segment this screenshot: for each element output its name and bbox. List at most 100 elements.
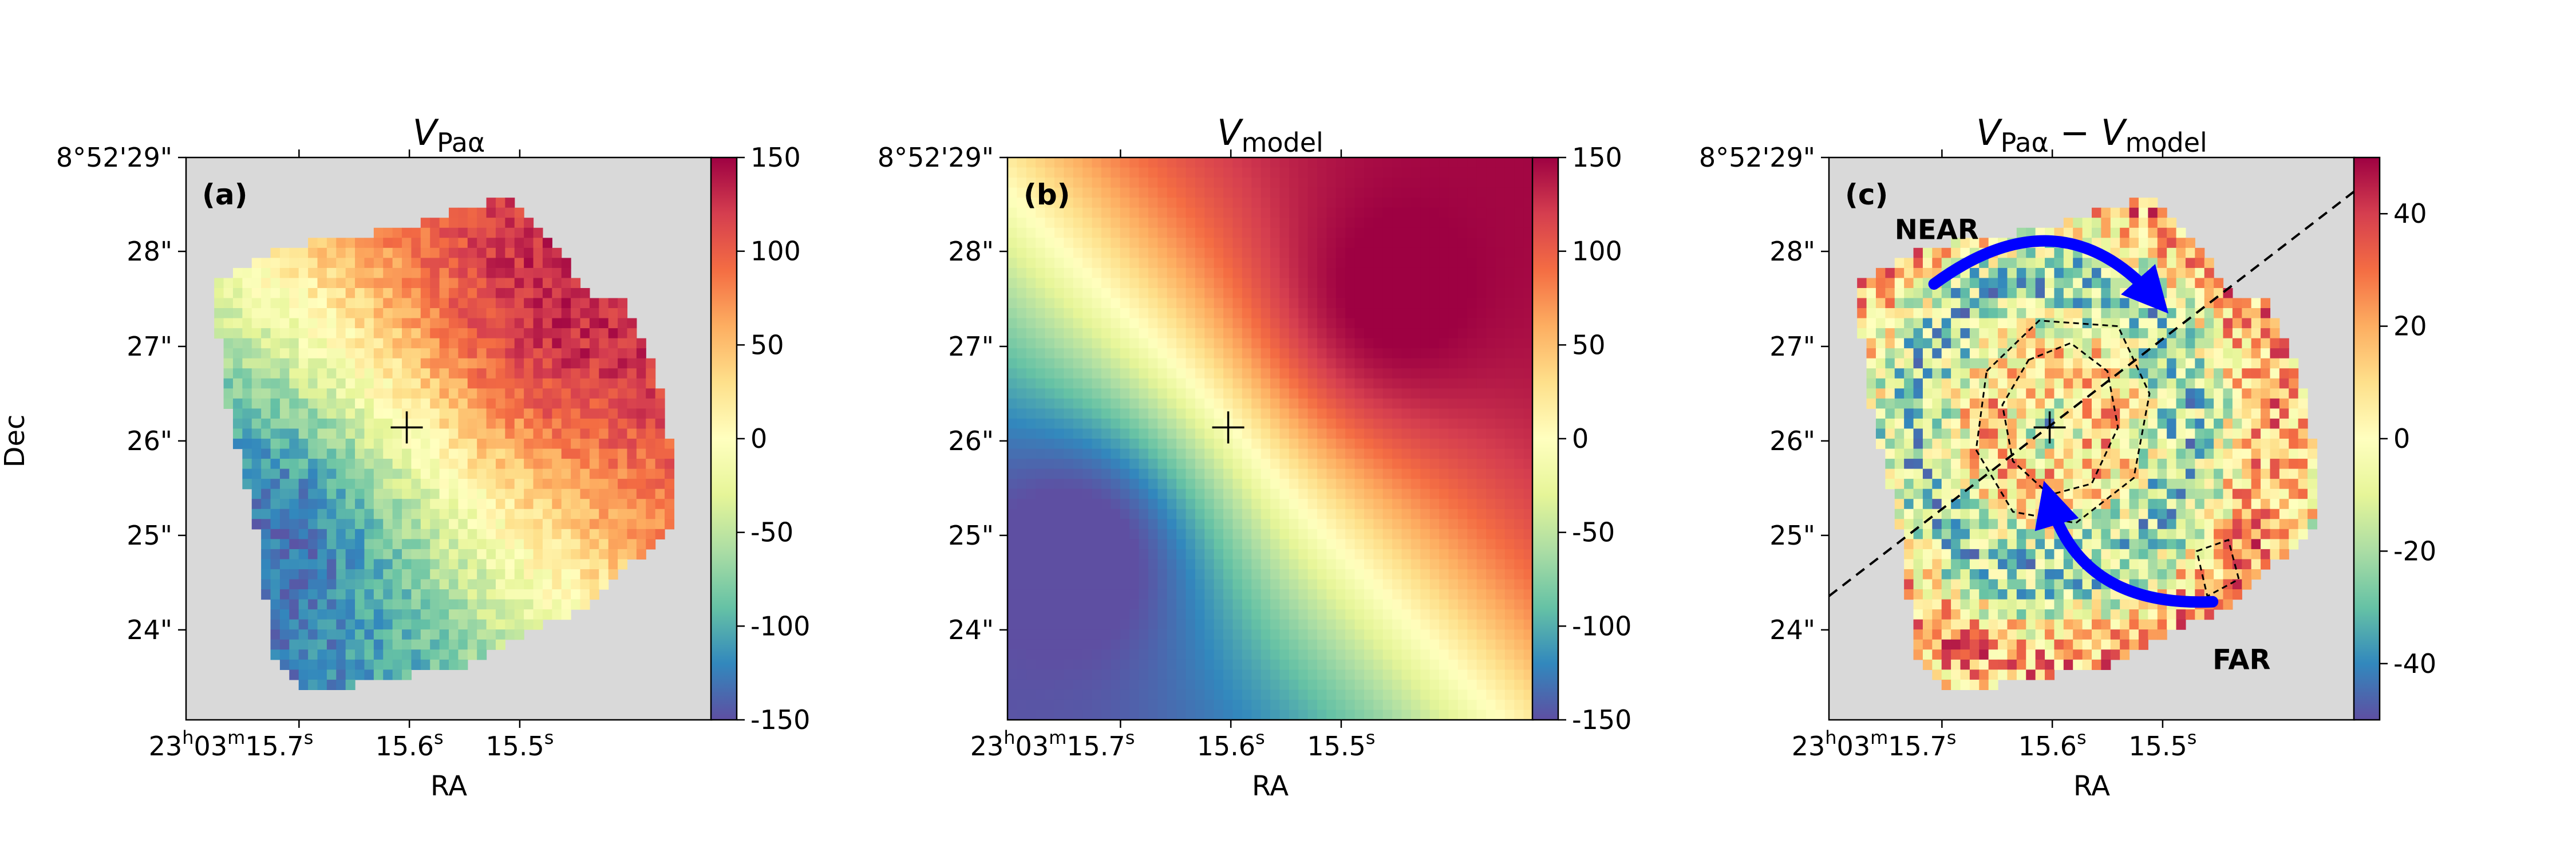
heat-cell [1092, 559, 1102, 570]
heat-cell [430, 258, 440, 269]
heat-cell [336, 649, 346, 660]
heat-cell [1036, 468, 1046, 479]
heat-cell [1457, 609, 1468, 620]
heat-cell [1139, 398, 1149, 409]
heat-cell [458, 298, 468, 309]
heat-cell [1504, 218, 1515, 228]
heat-cell [1176, 267, 1187, 279]
heat-cell [524, 287, 534, 299]
heat-cell [1073, 227, 1083, 238]
heat-cell [636, 348, 646, 359]
heat-cell [1504, 247, 1515, 258]
heat-cell [514, 258, 524, 269]
heat-cell [1420, 238, 1431, 249]
heat-cell [1523, 468, 1534, 479]
heat-cell [467, 509, 477, 519]
heat-cell [514, 499, 524, 510]
heat-cell [1157, 368, 1168, 379]
heat-cell [1242, 579, 1252, 590]
heat-cell [542, 408, 552, 419]
heat-cell [1111, 187, 1121, 198]
heat-cell [345, 358, 355, 369]
heat-cell [1186, 479, 1196, 490]
heat-cell [420, 258, 430, 269]
heat-cell [1486, 589, 1496, 600]
heat-cell [1186, 639, 1196, 650]
heat-cell [1270, 669, 1280, 680]
heat-cell [1157, 669, 1168, 680]
heat-cell [1176, 559, 1187, 570]
heat-cell [1064, 579, 1074, 590]
heat-cell [580, 298, 590, 309]
heat-cell [627, 459, 637, 470]
heat-cell [1326, 388, 1337, 399]
heat-cell [1148, 338, 1158, 349]
heat-cell [486, 428, 496, 439]
heat-cell [449, 519, 459, 530]
heat-cell [439, 448, 449, 459]
heat-cell [1111, 368, 1121, 379]
heat-cell [251, 308, 262, 319]
heat-cell [1157, 258, 1168, 269]
heat-cell [1345, 579, 1356, 590]
heat-cell [261, 569, 271, 580]
heat-cell [458, 388, 468, 399]
heat-cell [279, 649, 290, 660]
heat-cell [1204, 278, 1215, 289]
heat-cell [1476, 298, 1487, 309]
heat-cell [326, 549, 337, 560]
heat-cell [1186, 178, 1196, 188]
heat-cell [1504, 529, 1515, 539]
heat-cell [1270, 398, 1280, 409]
heat-cell [1420, 649, 1431, 660]
heat-cell [561, 519, 571, 530]
heat-cell [449, 418, 459, 430]
heat-cell [1045, 318, 1055, 329]
heat-cell [608, 358, 618, 369]
heat-cell [533, 298, 543, 309]
heat-cell [1279, 428, 1290, 439]
heat-cell [1523, 278, 1534, 289]
heat-cell [373, 308, 384, 319]
heat-cell [1204, 479, 1215, 490]
heat-cell [1148, 579, 1158, 590]
heat-cell [1298, 378, 1309, 389]
heat-cell [608, 328, 618, 339]
heat-cell [1017, 559, 1027, 570]
heat-cell [477, 308, 487, 319]
heat-cell [1457, 669, 1468, 680]
heat-cell [1476, 348, 1487, 359]
heat-cell [1382, 418, 1393, 430]
heat-cell [383, 348, 393, 359]
heat-cell [1429, 187, 1440, 198]
heat-cell [289, 509, 299, 519]
heat-cell [317, 278, 327, 289]
heat-cell [458, 639, 468, 650]
heat-cell [1382, 348, 1393, 359]
heat-cell [524, 308, 534, 319]
heat-cell [1439, 227, 1449, 238]
heat-cell [1486, 308, 1496, 319]
heat-cell [1008, 599, 1017, 610]
heat-cell [1476, 227, 1487, 238]
heat-cell [1026, 298, 1036, 309]
heat-cell [383, 408, 393, 419]
heat-cell [1017, 298, 1027, 309]
heat-cell [279, 328, 290, 339]
heat-cell [627, 358, 637, 369]
heat-cell [298, 428, 309, 439]
heat-cell [1326, 699, 1337, 711]
heat-cell [1073, 368, 1083, 379]
heat-cell [1167, 238, 1177, 249]
heat-cell [1101, 207, 1111, 218]
heat-cell [1017, 178, 1027, 188]
heat-cell [542, 368, 552, 379]
heat-cell [1008, 388, 1017, 399]
heat-cell [1157, 679, 1168, 690]
heat-cell [1167, 659, 1177, 670]
heat-cell [1054, 348, 1064, 359]
heat-cell [1476, 679, 1487, 690]
heat-cell [1364, 488, 1374, 499]
heat-cell [1476, 468, 1487, 479]
heat-cell [1195, 167, 1205, 178]
